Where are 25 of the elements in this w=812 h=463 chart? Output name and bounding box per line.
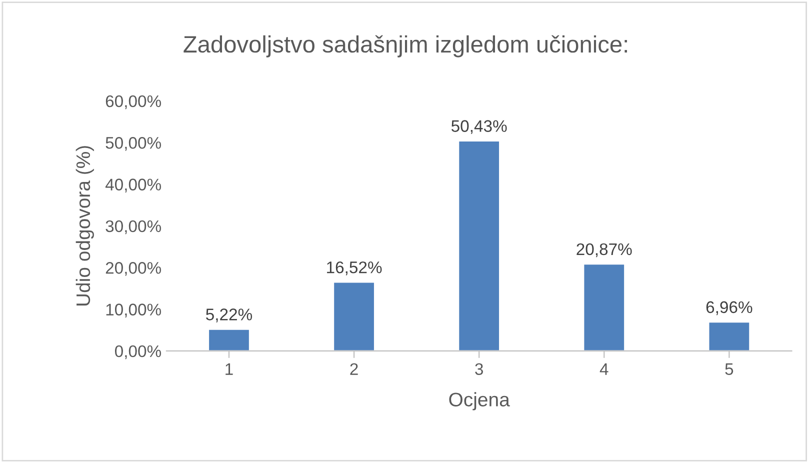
x-axis-title: Ocjena [449,392,510,410]
y-tick-label: 0,00% [114,345,162,360]
bar [458,140,500,351]
x-tick-label: 1 [226,363,233,375]
y-tick-label: 50,00% [106,137,162,151]
x-tick-label: 4 [600,363,608,375]
bar [208,328,250,351]
bar [582,263,626,351]
data-label: 50,43% [451,120,507,134]
y-tick-label: 20,00% [106,262,162,276]
bar [332,281,376,351]
x-tick-label: 3 [475,363,483,375]
x-tick-label: 2 [350,363,358,375]
chart-title: Zadovoljstvo sadašnjim izgledom učionice: [184,35,627,58]
data-label: 20,87% [576,243,632,258]
data-label: 6,96% [706,301,752,316]
data-label: 5,22% [206,308,252,322]
y-tick-label: 10,00% [106,304,162,318]
bar [708,321,751,351]
y-axis-title: Udio odgovora (%) [76,146,94,306]
y-tick-label: 40,00% [105,178,162,192]
y-tick-label: 60,00% [106,95,162,110]
data-label: 16,52% [327,261,382,276]
y-tick-label: 30,00% [106,220,162,234]
x-tick-label: 5 [725,363,734,375]
